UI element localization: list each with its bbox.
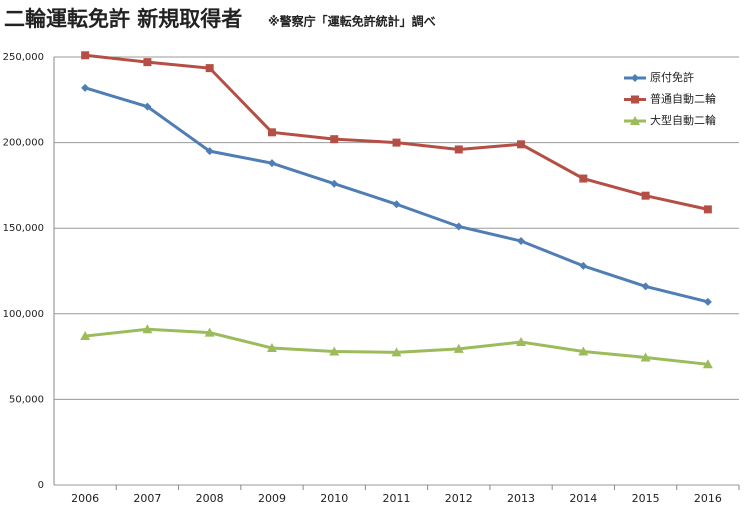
data-point xyxy=(266,343,277,353)
y-tick-label: 50,000 xyxy=(9,394,44,405)
x-tick-label: 2011 xyxy=(383,492,411,505)
data-point xyxy=(579,261,588,270)
data-point xyxy=(517,140,526,149)
data-point xyxy=(702,359,713,369)
data-point xyxy=(517,237,526,246)
data-point xyxy=(204,327,215,337)
y-tick-label: 150,000 xyxy=(3,223,44,234)
y-tick-label: 0 xyxy=(38,480,44,491)
legend-marker xyxy=(630,116,640,125)
data-point xyxy=(391,347,402,357)
data-point xyxy=(579,174,588,183)
data-point xyxy=(81,83,90,92)
chart-title: 二輪運転免許 新規取得者 xyxy=(4,7,242,31)
y-tick-label: 250,000 xyxy=(3,52,44,63)
x-tick-label: 2010 xyxy=(320,492,348,505)
legend-marker xyxy=(631,74,639,82)
data-point xyxy=(143,58,152,67)
data-point xyxy=(454,222,463,231)
data-point xyxy=(330,179,339,188)
x-tick-label: 2015 xyxy=(632,492,660,505)
data-point xyxy=(392,138,401,147)
data-point xyxy=(641,191,650,200)
x-tick-label: 2009 xyxy=(258,492,286,505)
data-point xyxy=(142,324,153,334)
data-point xyxy=(330,135,339,144)
x-tick-label: 2006 xyxy=(71,492,99,505)
x-tick-label: 2014 xyxy=(569,492,597,505)
data-point xyxy=(205,64,214,73)
data-point xyxy=(80,331,91,341)
x-tick-label: 2016 xyxy=(694,492,722,505)
legend-marker xyxy=(631,95,639,104)
series-line xyxy=(84,327,709,366)
data-point xyxy=(703,297,712,306)
x-tick-label: 2013 xyxy=(507,492,535,505)
data-point xyxy=(640,352,651,362)
y-tick-label: 100,000 xyxy=(3,309,44,320)
data-point xyxy=(454,145,463,154)
data-point xyxy=(516,337,527,347)
data-point xyxy=(267,159,276,168)
legend-label: 大型自動二輪 xyxy=(650,113,716,127)
legend-label: 原付免許 xyxy=(650,70,694,84)
data-point xyxy=(453,343,464,353)
legend-label: 普通自動二輪 xyxy=(650,92,716,106)
data-point xyxy=(578,346,589,356)
x-tick-label: 2012 xyxy=(445,492,473,505)
data-point xyxy=(143,102,152,111)
x-tick-label: 2008 xyxy=(196,492,224,505)
data-point xyxy=(81,51,90,60)
series-line xyxy=(84,53,709,211)
data-point xyxy=(329,346,340,356)
data-point xyxy=(641,282,650,291)
data-point xyxy=(703,205,712,214)
data-point xyxy=(205,147,214,156)
x-tick-label: 2007 xyxy=(133,492,161,505)
series-line xyxy=(84,86,709,304)
data-point xyxy=(267,128,276,137)
y-tick-label: 200,000 xyxy=(3,138,44,149)
chart-subtitle: ※警察庁「運転免許統計」調べ xyxy=(268,14,436,29)
data-point xyxy=(392,200,401,209)
